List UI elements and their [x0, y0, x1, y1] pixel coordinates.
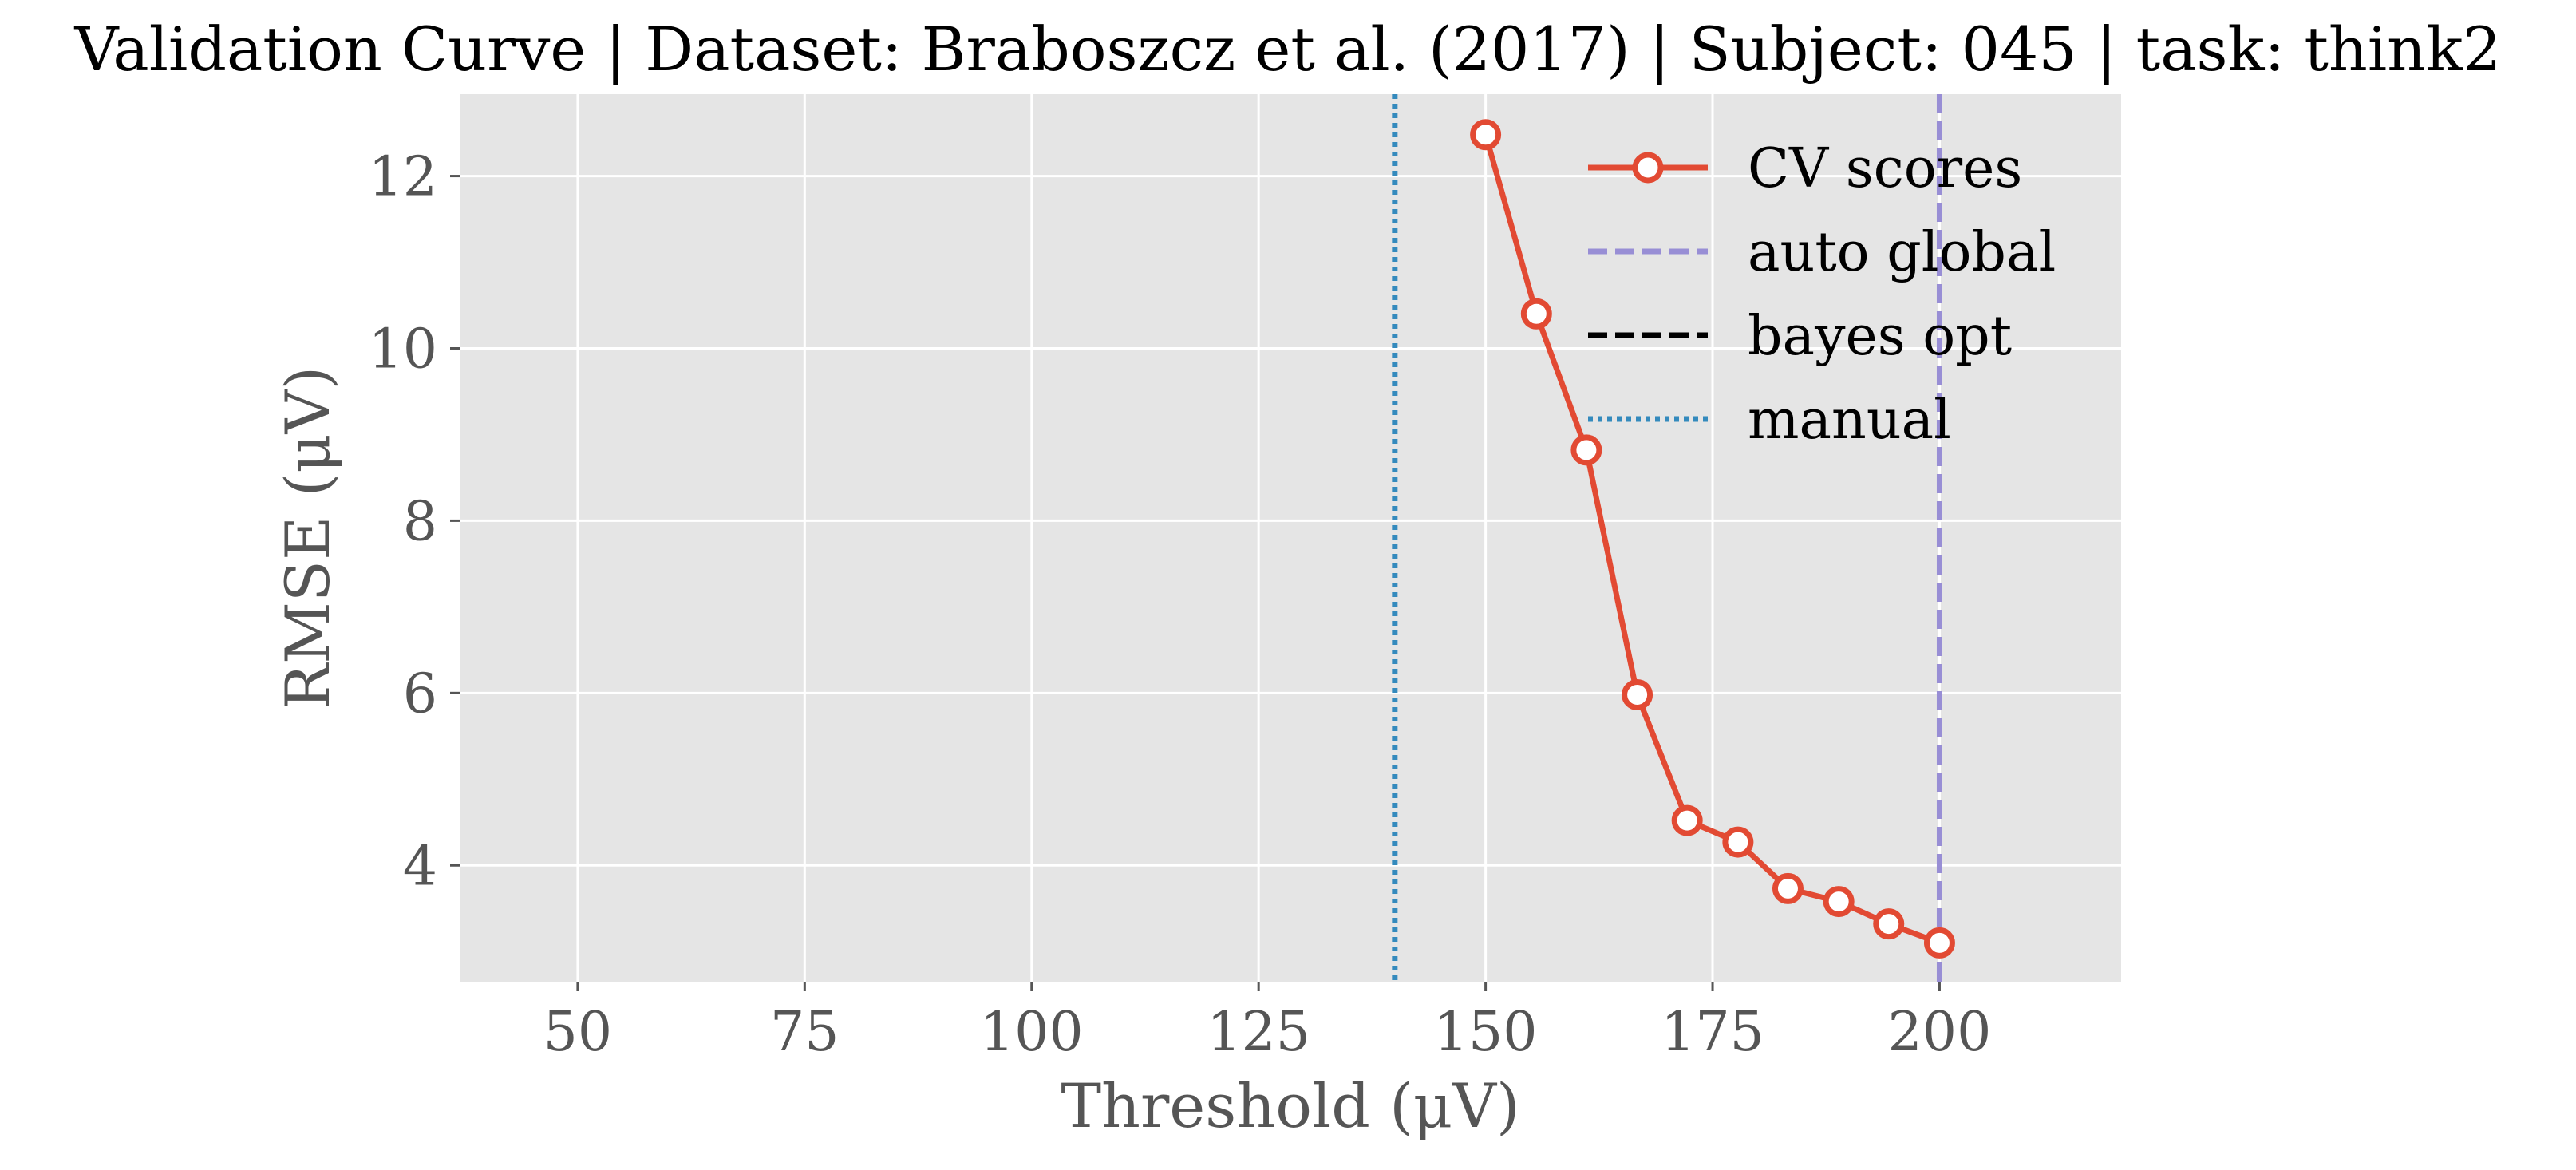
grid-lines	[460, 94, 2121, 982]
cv-score-point	[1622, 678, 1653, 710]
x-axis-label: Threshold (μV)	[1061, 1070, 1519, 1141]
legend-manual-label: manual	[1748, 389, 1951, 452]
cv-score-point	[1923, 927, 1955, 959]
cv-score-point	[1873, 908, 1905, 940]
cv-score-point	[1470, 119, 1502, 151]
legend-CV-scores-label: CV scores	[1748, 137, 2022, 200]
x-tick-label: 100	[980, 1001, 1084, 1064]
cv-score-point	[1570, 434, 1602, 466]
y-tick-label: 4	[403, 835, 437, 898]
reference-lines	[1392, 94, 1942, 982]
y-axis-label: RMSE (μV)	[272, 366, 343, 710]
legend-auto-global-label: auto global	[1748, 221, 2056, 284]
y-tick-label: 6	[403, 662, 437, 725]
x-tick-label: 175	[1661, 1001, 1764, 1064]
cv-scores-line	[1483, 133, 1941, 946]
cv-score-point	[1520, 298, 1552, 330]
legend-bayes-opt-label: bayes opt	[1748, 305, 2012, 368]
cv-score-point	[1823, 886, 1855, 918]
y-tick-label: 8	[403, 490, 437, 553]
x-axis-ticks: 50 75 100 125 150 175 200	[543, 982, 1992, 1064]
cv-score-point	[1772, 872, 1804, 904]
y-tick-label: 10	[368, 318, 437, 381]
cv-score-point	[1671, 804, 1703, 836]
x-tick-label: 50	[543, 1001, 613, 1064]
y-axis-ticks: 4 6 8 10 12	[368, 146, 460, 898]
legend: CV scores auto global bayes opt manual	[1588, 137, 2056, 452]
legend-CV-scores-marker	[1632, 152, 1664, 184]
y-tick-label: 12	[368, 146, 437, 209]
x-tick-label: 150	[1434, 1001, 1538, 1064]
series-layer	[1470, 119, 1955, 959]
x-tick-label: 200	[1888, 1001, 1992, 1064]
x-tick-label: 75	[770, 1001, 840, 1064]
plot-area	[460, 94, 2121, 982]
chart-title: Validation Curve | Dataset: Braboszcz et…	[74, 14, 2502, 85]
cv-score-point	[1722, 826, 1754, 858]
x-tick-label: 125	[1207, 1001, 1310, 1064]
